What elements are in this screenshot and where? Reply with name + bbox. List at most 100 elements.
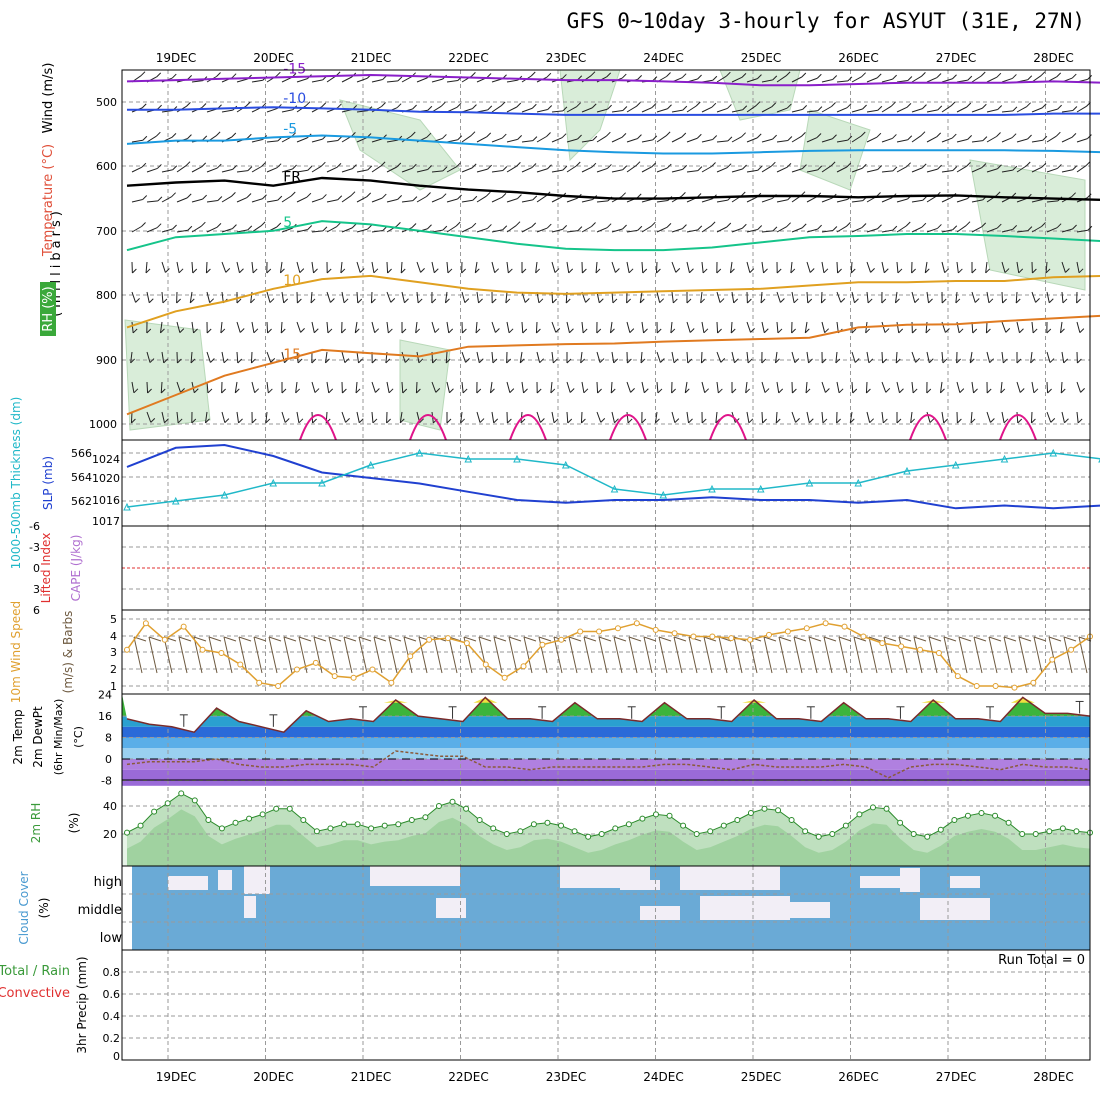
wind-barb-flag: [402, 388, 408, 394]
wind10-marker: [369, 666, 376, 673]
wind-barb-flag: [942, 358, 948, 364]
wind10-axis-label: 10m Wind Speed: [9, 601, 23, 703]
wind-barb: [551, 351, 554, 363]
wind10-barb-flag: [988, 636, 1002, 642]
wind-barb-flag: [321, 102, 327, 108]
wind-barb: [731, 168, 743, 173]
wind-barb-flag: [920, 131, 926, 137]
wind10-marker: [256, 679, 263, 686]
wind-barb: [221, 351, 225, 363]
wind10-barb: [133, 636, 143, 674]
wind-barb-flag: [132, 328, 138, 334]
wind-barb-flag: [689, 328, 695, 333]
wind-barb-flag: [523, 388, 528, 394]
rh2m-line: [124, 790, 1093, 840]
wind-barb-flag: [367, 165, 373, 171]
wind-barb-flag: [427, 105, 433, 111]
wind-barb-flag: [163, 358, 169, 364]
wind-barb-flag: [870, 268, 875, 273]
wind-barb: [311, 165, 322, 173]
wind-barb-flag: [501, 133, 507, 139]
tick-label: 0.4: [103, 1010, 121, 1023]
wind10-marker: [1068, 646, 1075, 653]
wind-barb: [1031, 166, 1043, 173]
wind-barb-flag: [251, 418, 257, 424]
wind-barb: [161, 109, 173, 113]
thickness-marker: [756, 484, 765, 493]
wind-barb-flag: [535, 268, 541, 274]
wind-barb-flag: [359, 268, 365, 273]
wind-barb-flag: [747, 358, 753, 364]
wind-barb: [146, 291, 150, 303]
wind-barb-flag: [606, 223, 612, 229]
wind-barb: [236, 170, 248, 173]
wind-barb: [941, 229, 953, 233]
wind-barb-flag: [192, 268, 198, 274]
wind-barb: [1016, 261, 1020, 273]
wind-barb-flag: [238, 418, 243, 424]
wind-barb-flag: [704, 388, 710, 394]
wind-barb-flag: [410, 131, 416, 137]
wind-barb-flag: [849, 418, 855, 424]
temp-peak: [473, 697, 498, 703]
wind-barb: [761, 106, 772, 113]
wind-barb-flag: [921, 71, 926, 77]
wind-barb-flag: [1017, 418, 1023, 424]
wind-barb-flag: [666, 222, 672, 228]
rh2m-marker: [435, 803, 442, 809]
wind-barb: [341, 76, 353, 83]
wind-barb-flag: [780, 298, 785, 303]
wind-barb-flag: [1000, 388, 1006, 394]
wind-barb-flag: [610, 388, 616, 394]
wind-barb-flag: [861, 223, 867, 228]
wind-barb: [311, 261, 315, 273]
wind-barb-flag: [146, 328, 152, 334]
isotherm-label: 15: [283, 347, 301, 363]
wind-barb-flag: [540, 418, 545, 423]
wind-barb: [911, 167, 923, 173]
wind-barb: [519, 351, 523, 363]
wind-barb-flag: [509, 388, 515, 393]
wind10-barb: [583, 636, 593, 674]
wind-barb: [386, 139, 398, 143]
wind-barb-flag: [416, 388, 421, 394]
dewpoint-line: [126, 750, 1091, 779]
wind10-barb-flag: [1003, 636, 1017, 642]
date-label-bottom: 26DEC: [838, 1070, 878, 1084]
wind-barb-flag: [786, 162, 792, 168]
wind-barb-flag: [972, 328, 978, 334]
cloud-gap: [640, 906, 680, 920]
wind-barb-flag: [507, 268, 513, 274]
tick-label: 500: [96, 96, 117, 109]
rh2m-marker: [788, 817, 795, 823]
wind-barb: [746, 229, 758, 233]
wind-barb-flag: [606, 72, 612, 78]
wind-barb-flag: [224, 418, 230, 423]
wind-barb-flag: [809, 268, 815, 273]
wind-barb: [926, 227, 938, 233]
wind-barb: [491, 137, 503, 143]
wind-barb-flag: [1079, 328, 1085, 333]
wind-barb: [176, 261, 180, 273]
wind-barb: [476, 411, 481, 423]
tick-label: 0: [113, 1050, 120, 1063]
slp-axis-label: SLP (mb): [41, 456, 55, 510]
wind10-barb: [388, 636, 398, 674]
wind-barb: [356, 196, 367, 203]
wind-barb: [1001, 411, 1005, 423]
wind-barb: [460, 411, 463, 423]
wind-barb: [326, 226, 337, 233]
wind-barb: [401, 381, 404, 394]
wind-barb-flag: [805, 388, 811, 394]
wind-barb-flag: [380, 161, 386, 167]
wind-barb: [146, 381, 149, 394]
wind10-barb-flag: [1078, 636, 1092, 642]
wind-barb: [236, 411, 240, 423]
wind-barb-flag: [231, 191, 236, 197]
cloud-middle-label: middle: [78, 903, 122, 918]
wind-barb-flag: [396, 162, 402, 168]
lifted-axis-label: Lifted Index: [39, 533, 53, 604]
wind-barb: [596, 351, 601, 363]
